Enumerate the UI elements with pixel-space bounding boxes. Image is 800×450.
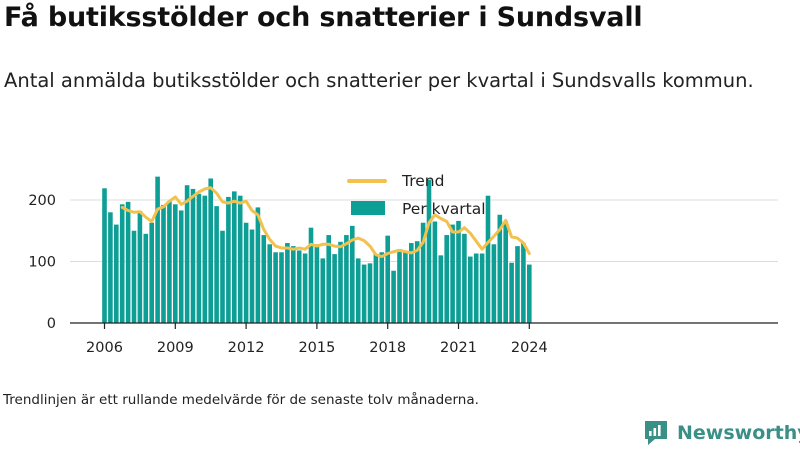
bar xyxy=(167,201,172,323)
legend: Trend Per kvartal xyxy=(347,172,486,218)
bar xyxy=(184,185,190,323)
bar xyxy=(409,243,414,323)
bar xyxy=(226,196,231,323)
bar xyxy=(367,263,373,323)
bar xyxy=(137,211,143,323)
bar xyxy=(432,221,438,323)
newsworthy-logo: Newsworthy xyxy=(643,418,800,448)
bar xyxy=(267,244,272,323)
bar xyxy=(515,246,520,323)
bar xyxy=(426,179,432,323)
bar xyxy=(190,188,196,323)
trend-series xyxy=(120,186,531,259)
bar xyxy=(143,233,149,323)
bar xyxy=(350,225,355,323)
x-tick-label: 2015 xyxy=(298,340,335,356)
y-tick-label: 0 xyxy=(47,316,56,332)
bar xyxy=(237,195,243,323)
bar xyxy=(255,207,261,323)
bar xyxy=(119,204,125,323)
bar xyxy=(468,256,473,323)
bar xyxy=(161,204,166,323)
bar xyxy=(261,235,267,323)
legend-bar-swatch xyxy=(351,201,385,215)
bar xyxy=(125,201,131,323)
bar xyxy=(503,221,508,323)
footnote: Trendlinjen är ett rullande medelvärde f… xyxy=(3,392,479,408)
bar xyxy=(338,241,343,323)
bar xyxy=(285,243,290,323)
bar xyxy=(214,206,219,323)
bar xyxy=(249,229,255,323)
bar xyxy=(403,252,408,323)
bar xyxy=(291,246,296,323)
bar xyxy=(332,254,337,323)
bar xyxy=(355,258,361,323)
bar xyxy=(491,244,497,323)
bar xyxy=(414,241,420,323)
chart-subtitle: Antal anmälda butiksstölder och snatteri… xyxy=(4,69,754,92)
bar xyxy=(361,264,367,323)
x-tick-label: 2024 xyxy=(511,340,548,356)
bar-series xyxy=(102,176,532,323)
bar xyxy=(320,258,326,323)
bar xyxy=(473,253,479,323)
x-tick-label: 2006 xyxy=(86,340,123,356)
bar xyxy=(438,255,444,323)
trend-line xyxy=(120,186,531,259)
y-tick-label: 100 xyxy=(28,255,56,271)
chart-title: Få butiksstölder och snatterier i Sundsv… xyxy=(4,2,643,33)
bar xyxy=(196,193,202,323)
bar xyxy=(462,233,467,323)
bar xyxy=(497,214,503,323)
bar xyxy=(108,212,113,323)
bar xyxy=(385,235,390,323)
bar xyxy=(273,252,278,323)
bar xyxy=(102,188,107,323)
x-tick-label: 2021 xyxy=(440,340,477,356)
bar xyxy=(131,230,137,323)
legend-trend-label: Trend xyxy=(401,172,444,190)
bar xyxy=(391,270,396,323)
bar xyxy=(485,195,491,323)
bar xyxy=(509,262,514,323)
bar xyxy=(208,178,213,323)
bar xyxy=(202,195,208,323)
x-tick-label: 2009 xyxy=(157,340,194,356)
bar xyxy=(379,252,385,323)
bar xyxy=(232,191,237,323)
legend-bar-label: Per kvartal xyxy=(402,200,486,218)
bar xyxy=(308,227,314,323)
chart-area: 0 100 200 2006 2009 2012 2015 2018 2021 2024 Tren… xyxy=(28,172,778,356)
bar xyxy=(296,250,302,323)
bar xyxy=(279,252,284,323)
bar xyxy=(326,235,331,323)
bar xyxy=(173,204,178,323)
bar xyxy=(220,230,225,323)
bar xyxy=(149,222,154,323)
bar xyxy=(344,235,349,323)
y-tick-label: 200 xyxy=(28,193,56,209)
bar xyxy=(243,222,249,323)
bar xyxy=(302,253,308,323)
bar xyxy=(450,224,455,323)
x-tick-label: 2018 xyxy=(369,340,406,356)
bar xyxy=(521,243,526,323)
bar xyxy=(397,249,402,323)
newsworthy-logo-icon xyxy=(645,421,667,445)
x-tick-label: 2012 xyxy=(228,340,265,356)
bar xyxy=(155,176,160,323)
bar xyxy=(373,254,379,323)
logo-text: Newsworthy xyxy=(677,422,800,444)
bar xyxy=(444,235,449,323)
bar xyxy=(114,224,119,323)
bar xyxy=(420,222,426,323)
x-axis: 0 100 200 2006 2009 2012 2015 2018 2021 2024 xyxy=(28,193,778,356)
bar xyxy=(527,264,532,323)
bar xyxy=(456,220,461,323)
bar xyxy=(314,244,320,323)
bar xyxy=(479,253,485,323)
bar xyxy=(178,210,184,323)
